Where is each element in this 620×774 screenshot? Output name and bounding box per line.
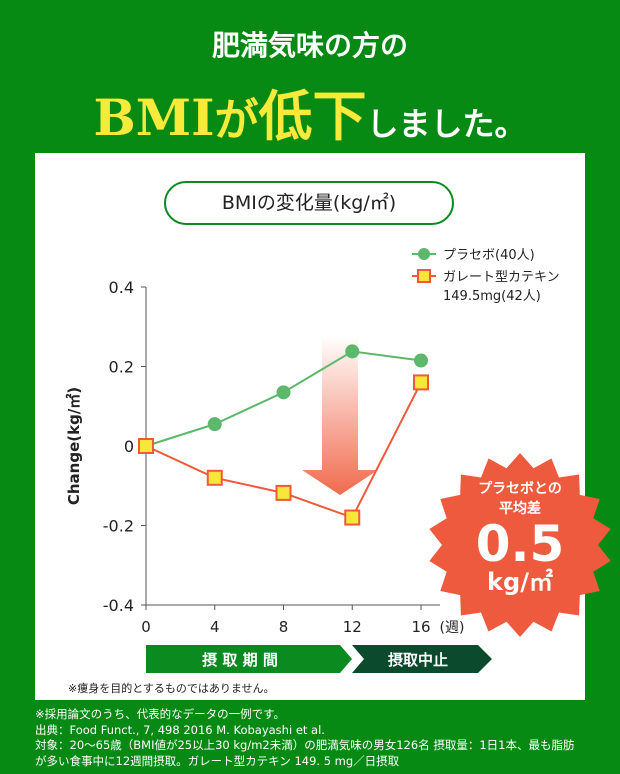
badge-burst: [429, 453, 611, 637]
period-bars: 摂 取 期 間 摂取中止: [146, 645, 492, 673]
placebo-point: [414, 353, 428, 368]
catechin-point: [206, 469, 223, 486]
legend-catechin-label2: 149.5mg(42人): [443, 289, 541, 304]
headline-rest: しました。: [366, 105, 527, 143]
footnote: 出典：Food Funct., 7, 498 2016 M. Kobayashi…: [35, 722, 325, 737]
x-tick-label: 12: [343, 618, 362, 636]
legend-placebo-marker: [418, 248, 430, 260]
y-tick-label: 0.2: [109, 358, 134, 377]
catechin-point: [413, 374, 429, 391]
headline-line1: 肥満気味の方の: [211, 29, 408, 62]
y-tick-label: -0.2: [103, 517, 134, 536]
legend-placebo-label: プラセボ(40人): [443, 248, 535, 263]
intake-period-bar: [146, 645, 352, 673]
footnote: ※採用論文のうち、代表的なデータの一例です。: [35, 707, 285, 721]
y-tick-label: 0.4: [109, 278, 134, 297]
footnote: が多い食事中に12週間摂取。ガレート型カテキン 149. 5 mg／日摂取: [35, 753, 400, 768]
x-tick-label: 8: [279, 618, 289, 636]
badge-unit: kg/㎡: [487, 568, 553, 596]
y-tick-label: -0.4: [103, 596, 134, 615]
catechin-point: [344, 509, 361, 526]
placebo-point: [345, 344, 360, 359]
footnotes: ※採用論文のうち、代表的なデータの一例です。 出典：Food Funct., 7…: [35, 707, 574, 769]
catechin-point: [275, 484, 292, 501]
placebo-point: [276, 385, 291, 400]
x-tick-label: 0: [141, 618, 151, 636]
stop-period-bar: [352, 645, 492, 673]
y-tick-label: 0: [124, 437, 134, 456]
intake-label: 摂 取 期 間: [202, 651, 278, 669]
placebo-point: [207, 417, 222, 432]
headline-line2: BMIが低下しました。: [0, 72, 620, 151]
headline-bmi: BMI: [93, 88, 215, 147]
footnote: 対象：20〜65歳（BMI値が25以上30 kg/m2未満）の肥満気味の男女12…: [35, 738, 575, 752]
disclaimer-note: ※痩身を目的とするものではありません。: [68, 682, 275, 695]
badge-line2: 平均差: [499, 501, 541, 517]
decrease-arrow: [302, 335, 378, 495]
legend-catechin-label: ガレート型カテキン: [443, 270, 560, 285]
legend-catechin-marker: [417, 269, 431, 283]
badge-line1: プラセボとの: [478, 481, 562, 497]
catechin-point: [138, 438, 154, 454]
x-unit-label: (週): [440, 620, 465, 636]
stop-label: 摂取中止: [388, 651, 448, 669]
headline-ga: が: [214, 95, 259, 146]
chart-title: BMIの変化量(kg/㎡): [164, 181, 454, 225]
x-tick-label: 16: [411, 618, 430, 636]
badge: プラセボとの 平均差 0.5 kg/㎡: [430, 470, 610, 594]
headline-teika: 低下: [258, 85, 367, 148]
badge-value: 0.5: [475, 515, 565, 573]
y-axis-label: Change(kg/㎡): [65, 387, 83, 505]
x-tick-label: 4: [210, 618, 220, 636]
